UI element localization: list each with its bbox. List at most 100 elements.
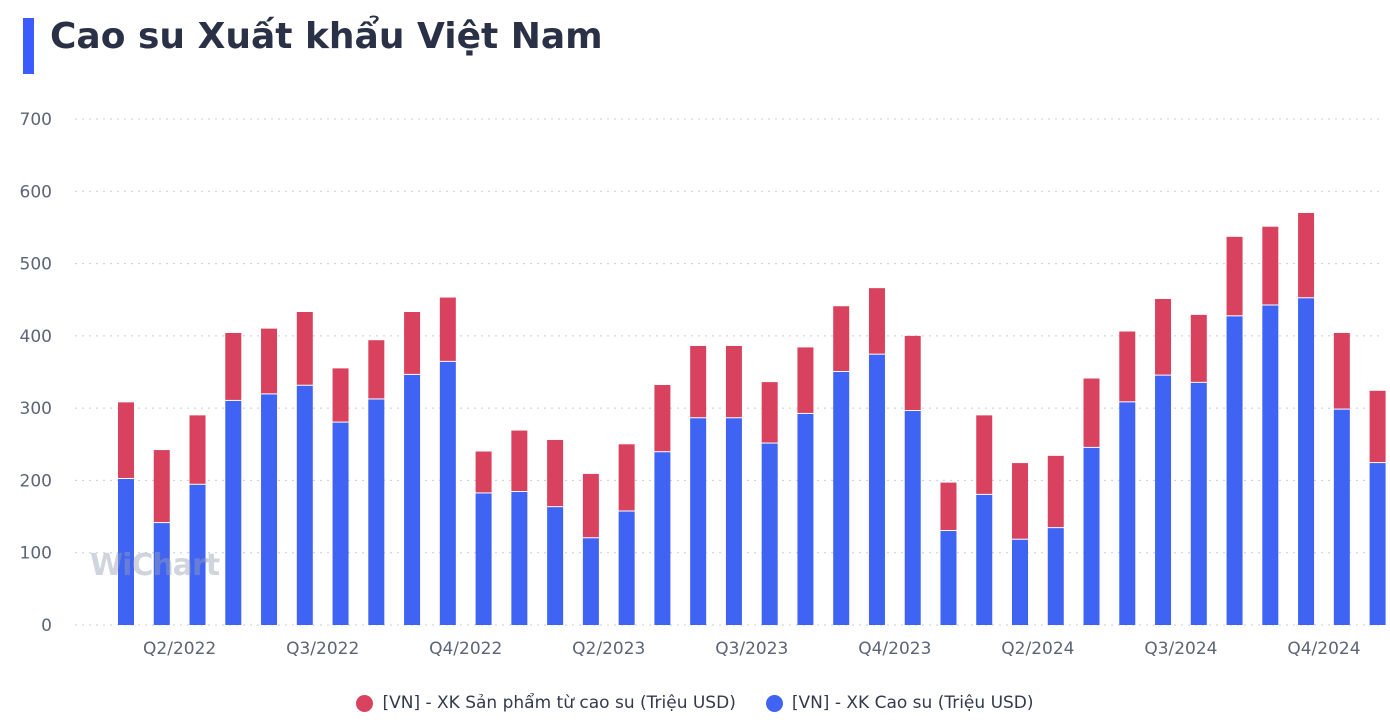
x-axis: Q2/2022 Q3/2022 Q4/2022 Q2/2023 Q3/2023 Q4/20… [143,639,1361,659]
bar-rubber-product[interactable] [153,450,170,523]
x-tick-label: Q2/2023 [572,639,645,659]
bar-rubber[interactable] [1119,402,1136,625]
bar-rubber[interactable] [654,452,671,625]
bar-rubber[interactable] [582,538,599,625]
x-tick-label: Q2/2022 [143,639,216,659]
bar-rubber[interactable] [296,385,313,625]
bar-rubber[interactable] [475,493,492,625]
x-tick-label: Q3/2024 [1144,639,1217,659]
bar-rubber[interactable] [189,484,206,625]
bar-rubber[interactable] [976,494,993,625]
bar-rubber-product[interactable] [1369,390,1386,463]
y-tick-label: 200 [20,471,52,491]
bar-rubber-product[interactable] [868,288,885,354]
bar-rubber[interactable] [225,400,242,625]
bar-rubber-product[interactable] [1119,331,1136,402]
bar-rubber-product[interactable] [1012,463,1028,539]
bars-layer [118,212,1386,625]
bar-rubber[interactable] [1369,463,1386,625]
legend-label-product: [VN] - XK Sản phẩm từ cao su (Triệu USD) [382,693,736,713]
bar-rubber-product[interactable] [332,368,349,422]
y-tick-label: 500 [20,255,52,275]
bar-rubber[interactable] [868,354,885,625]
bar-rubber-product[interactable] [761,382,778,443]
grid-layer [75,118,1383,626]
bar-rubber[interactable] [1190,382,1207,625]
bar-rubber[interactable] [1262,305,1279,625]
bar-rubber-product[interactable] [475,451,492,493]
bar-rubber[interactable] [761,443,778,625]
bar-rubber[interactable] [547,507,564,625]
bar-rubber-product[interactable] [404,312,421,374]
y-tick-label: 700 [20,110,52,130]
title-accent-bar [23,18,34,74]
bar-rubber-product[interactable] [940,482,957,531]
bar-rubber-product[interactable] [797,347,814,413]
bar-rubber-product[interactable] [439,297,456,361]
bar-rubber-product[interactable] [296,312,313,385]
bar-rubber-product[interactable] [833,306,850,371]
bar-rubber-product[interactable] [1190,314,1207,382]
bar-rubber-product[interactable] [582,473,599,538]
bar-rubber-product[interactable] [261,328,278,394]
bar-rubber-product[interactable] [1298,212,1315,298]
x-tick-label: Q3/2023 [715,639,788,659]
legend-dot-product [356,694,374,712]
y-tick-label: 600 [20,182,52,202]
bar-rubber[interactable] [153,523,170,625]
bar-rubber-product[interactable] [904,335,921,411]
bar-rubber[interactable] [1047,528,1064,625]
bar-rubber[interactable] [1226,316,1243,625]
bar-rubber-product[interactable] [1333,332,1350,409]
x-tick-label: Q4/2023 [858,639,931,659]
legend-item-rubber[interactable]: [VN] - XK Cao su (Triệu USD) [765,693,1034,713]
bar-rubber[interactable] [368,399,385,625]
watermark-logo: WiChart [90,548,220,583]
bar-rubber[interactable] [797,413,814,625]
bar-rubber[interactable] [511,491,528,625]
bar-rubber[interactable] [1298,298,1315,625]
legend-item-product[interactable]: [VN] - XK Sản phẩm từ cao su (Triệu USD) [356,693,736,713]
y-tick-label: 400 [20,327,52,347]
bar-rubber[interactable] [332,422,349,625]
bar-rubber-product[interactable] [654,385,671,452]
bar-rubber[interactable] [1012,539,1028,625]
bar-rubber[interactable] [1083,447,1100,625]
bar-rubber[interactable] [940,531,957,625]
bar-rubber[interactable] [725,418,742,625]
bar-rubber-product[interactable] [189,415,206,484]
bar-rubber[interactable] [618,511,635,625]
x-tick-label: Q4/2022 [429,639,502,659]
x-tick-label: Q3/2022 [286,639,359,659]
y-tick-label: 300 [20,399,52,419]
bar-rubber-product[interactable] [511,430,528,491]
bar-rubber-product[interactable] [1262,226,1279,305]
bar-rubber[interactable] [1155,375,1172,625]
legend-label-rubber: [VN] - XK Cao su (Triệu USD) [791,693,1034,713]
bar-rubber-product[interactable] [547,439,564,507]
bar-rubber-product[interactable] [1083,378,1100,447]
bar-rubber[interactable] [404,374,421,625]
bar-rubber-product[interactable] [368,340,385,399]
legend: [VN] - XK Sản phẩm từ cao su (Triệu USD)… [0,693,1390,713]
bar-rubber[interactable] [439,361,456,625]
y-tick-label: 100 [20,544,52,564]
bar-rubber[interactable] [261,394,278,625]
bar-rubber[interactable] [1333,409,1350,625]
chart-title: Cao su Xuất khẩu Việt Nam [50,16,603,57]
bar-rubber-product[interactable] [976,415,993,494]
bar-rubber-product[interactable] [1155,298,1172,375]
bar-rubber[interactable] [904,411,921,625]
bar-rubber[interactable] [833,372,850,625]
bar-rubber-product[interactable] [1047,455,1064,528]
x-tick-label: Q4/2024 [1287,639,1360,659]
bar-rubber-product[interactable] [618,444,635,511]
bar-rubber-product[interactable] [690,345,707,418]
bar-rubber[interactable] [118,478,134,625]
bar-rubber-product[interactable] [225,332,242,400]
bar-rubber-product[interactable] [118,402,134,478]
bar-rubber[interactable] [690,418,707,625]
bar-rubber-product[interactable] [725,345,742,418]
bar-rubber-product[interactable] [1226,236,1243,316]
